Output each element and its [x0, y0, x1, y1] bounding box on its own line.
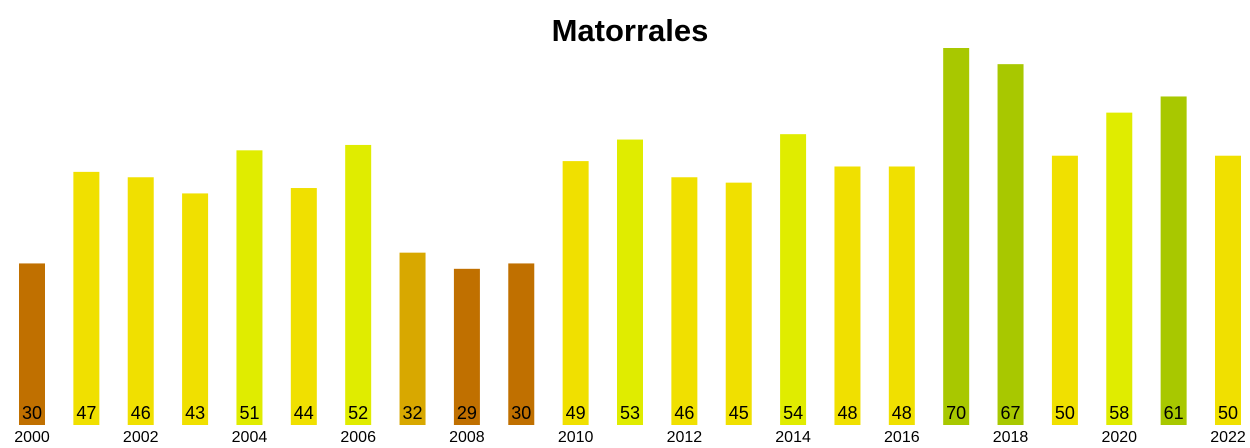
x-tick-label: 2016 — [884, 429, 920, 446]
value-label: 47 — [76, 403, 96, 423]
value-label: 48 — [892, 403, 912, 423]
bar — [236, 150, 263, 426]
bar — [943, 48, 970, 425]
bar — [345, 144, 372, 425]
x-tick-label: 2004 — [232, 429, 268, 446]
bar — [562, 161, 589, 425]
bar — [1051, 155, 1078, 425]
x-tick-label: 2014 — [775, 429, 811, 446]
bar — [1160, 96, 1187, 425]
bar — [780, 134, 807, 425]
x-tick-label: 2018 — [993, 429, 1029, 446]
value-label: 43 — [185, 403, 205, 423]
value-label: 32 — [403, 403, 423, 423]
value-label: 30 — [22, 403, 42, 423]
value-label: 70 — [946, 403, 966, 423]
x-tick-label: 2002 — [123, 429, 159, 446]
x-tick-label: 2006 — [340, 429, 376, 446]
value-label: 51 — [239, 403, 259, 423]
bar — [127, 177, 154, 425]
bar — [399, 252, 426, 425]
value-label: 48 — [837, 403, 857, 423]
x-tick-label: 2012 — [667, 429, 703, 446]
bar — [725, 182, 752, 425]
value-label: 45 — [729, 403, 749, 423]
value-label: 50 — [1055, 403, 1075, 423]
value-label: 58 — [1109, 403, 1129, 423]
bar — [997, 64, 1024, 426]
value-label: 53 — [620, 403, 640, 423]
bar — [508, 263, 535, 425]
x-tick-label: 2022 — [1210, 429, 1246, 446]
value-label: 46 — [674, 403, 694, 423]
value-label: 61 — [1164, 403, 1184, 423]
value-label: 44 — [294, 403, 314, 423]
value-label: 46 — [131, 403, 151, 423]
bar — [888, 166, 915, 425]
x-tick-label: 2000 — [14, 429, 50, 446]
bar — [617, 139, 643, 426]
value-label: 54 — [783, 403, 803, 423]
value-label: 50 — [1218, 403, 1238, 423]
bar — [182, 193, 209, 425]
x-tick-label: 2020 — [1101, 429, 1137, 446]
bar — [834, 166, 861, 425]
value-label: 67 — [1001, 403, 1021, 423]
bar — [453, 268, 480, 425]
bar — [290, 188, 317, 425]
x-tick-label: 2010 — [558, 429, 594, 446]
value-label: 30 — [511, 403, 531, 423]
chart-title: Matorrales — [552, 13, 709, 48]
bar — [19, 263, 45, 425]
bar — [73, 171, 100, 425]
value-label: 49 — [566, 403, 586, 423]
value-label: 29 — [457, 403, 477, 423]
value-label: 52 — [348, 403, 368, 423]
bar — [1215, 155, 1241, 425]
bar — [671, 177, 698, 425]
bar — [1106, 112, 1133, 425]
x-tick-label: 2008 — [449, 429, 485, 446]
